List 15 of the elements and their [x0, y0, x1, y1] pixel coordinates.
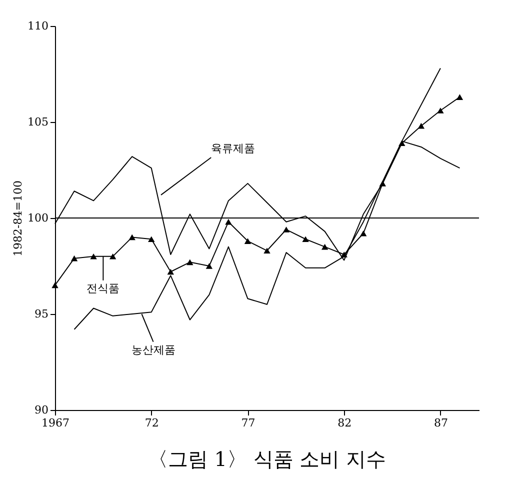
y-tick-label: 105	[28, 116, 48, 128]
y-tick-label: 110	[28, 20, 48, 32]
x-tick-label: 77	[241, 416, 256, 430]
x-tick-label: 1967	[42, 416, 70, 430]
text: 〈그림 1〉 식품 소비 지수	[148, 447, 386, 471]
y-tick-label: 90	[34, 404, 48, 416]
y-axis-title: 1982-84=100	[12, 180, 25, 256]
annotation: 육류제품	[211, 142, 256, 155]
x-tick-label: 72	[144, 416, 159, 430]
annotation: 전식품	[86, 282, 120, 296]
x-tick-label: 87	[434, 416, 448, 430]
y-tick-label: 100	[28, 212, 48, 224]
annotation: 농산제품	[131, 343, 176, 356]
x-tick-label: 82	[338, 416, 352, 430]
y-tick-label: 95	[34, 308, 48, 320]
